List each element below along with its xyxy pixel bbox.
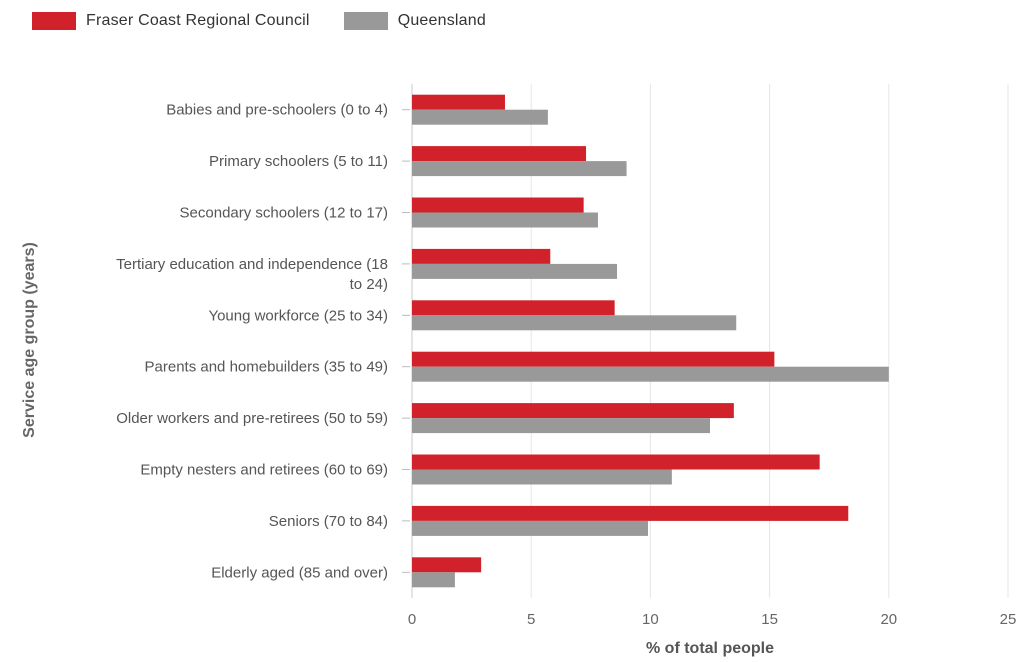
bar-fraser-coast[interactable] xyxy=(412,197,584,213)
y-category-label: Primary schoolers (5 to 11) xyxy=(209,153,388,170)
legend-swatch-fraser-coast xyxy=(32,12,76,30)
x-tick-label: 0 xyxy=(408,611,416,628)
bar-queensland[interactable] xyxy=(412,263,618,279)
bar-queensland[interactable] xyxy=(412,109,548,125)
bar-queensland[interactable] xyxy=(412,366,889,382)
x-tick-label: 25 xyxy=(1000,611,1017,628)
bar-queensland[interactable] xyxy=(412,469,672,485)
bar-fraser-coast[interactable] xyxy=(412,403,734,419)
bar-queensland[interactable] xyxy=(412,572,455,588)
y-category-label: Young workforce (25 to 34) xyxy=(208,307,388,324)
bar-fraser-coast[interactable] xyxy=(412,557,482,573)
y-axis-title: Service age group (years) xyxy=(21,242,38,438)
bar-fraser-coast[interactable] xyxy=(412,94,505,110)
y-category-label: Empty nesters and retirees (60 to 69) xyxy=(140,462,388,479)
bar-queensland[interactable] xyxy=(412,418,710,434)
legend-swatch-queensland xyxy=(343,12,388,30)
bar-fraser-coast[interactable] xyxy=(412,351,775,367)
legend: Fraser Coast Regional Council Queensland xyxy=(32,8,520,34)
y-category-label: Parents and homebuilders (35 to 49) xyxy=(145,359,388,376)
bar-queensland[interactable] xyxy=(412,212,598,228)
x-axis-ticks: 0 5 10 15 20 25 xyxy=(408,611,1017,628)
bars xyxy=(412,94,889,588)
y-category-label: Older workers and pre-retirees (50 to 59… xyxy=(116,410,388,427)
legend-item-fraser-coast[interactable]: Fraser Coast Regional Council xyxy=(32,12,310,30)
x-tick-label: 5 xyxy=(527,611,535,628)
x-tick-label: 20 xyxy=(880,611,897,628)
bar-fraser-coast[interactable] xyxy=(412,454,820,470)
legend-label-fraser-coast: Fraser Coast Regional Council xyxy=(86,12,310,29)
y-category-label: Babies and pre-schoolers (0 to 4) xyxy=(166,102,388,119)
bar-queensland[interactable] xyxy=(412,520,649,536)
bar-queensland[interactable] xyxy=(412,315,737,331)
bar-fraser-coast[interactable] xyxy=(412,248,551,264)
y-category-label: Seniors (70 to 84) xyxy=(269,513,388,530)
x-tick-label: 15 xyxy=(761,611,778,628)
bar-fraser-coast[interactable] xyxy=(412,505,849,521)
legend-item-queensland[interactable]: Queensland xyxy=(343,12,486,30)
x-axis-title: % of total people xyxy=(646,640,774,657)
y-category-label: Tertiary education and independence (18 t… xyxy=(116,256,388,293)
bar-queensland[interactable] xyxy=(412,161,627,177)
y-axis-category-labels: Babies and pre-schoolers (0 to 4) Primary… xyxy=(116,102,410,581)
bar-fraser-coast[interactable] xyxy=(412,300,615,316)
legend-label-queensland: Queensland xyxy=(397,12,486,29)
y-category-label: Secondary schoolers (12 to 17) xyxy=(180,205,388,222)
x-tick-label: 10 xyxy=(642,611,659,628)
bar-fraser-coast[interactable] xyxy=(412,146,587,162)
y-category-label: Elderly aged (85 and over) xyxy=(211,564,388,581)
